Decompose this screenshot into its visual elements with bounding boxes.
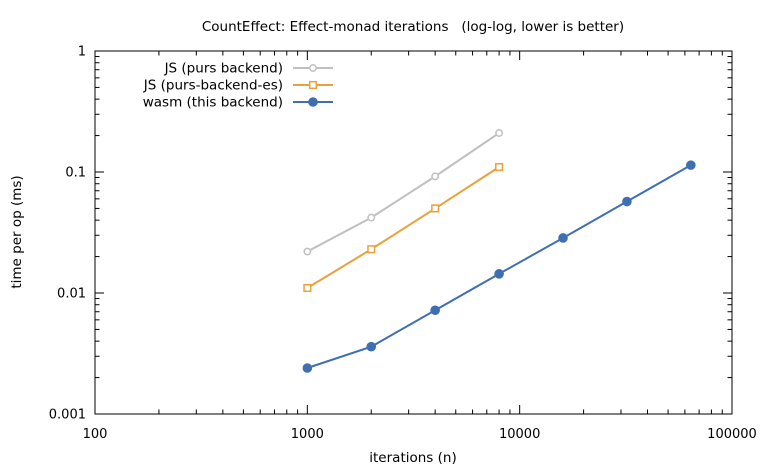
x-tick-label: 100000 (707, 427, 757, 442)
plot-frame (94, 50, 733, 415)
data-point (367, 245, 376, 254)
data-point (366, 341, 377, 352)
series-group (302, 129, 696, 373)
data-point (367, 213, 376, 222)
legend-marker (308, 80, 318, 90)
series-3 (302, 160, 696, 373)
data-point (495, 162, 504, 172)
chart-title: CountEffect: Effect-monad iterations (lo… (202, 19, 624, 35)
series-2 (303, 162, 504, 293)
legend-marker (308, 97, 318, 107)
tick-labels: 100 1000 10000 100000 0.001 0.01 0.1 1 (49, 45, 757, 443)
y-tick-label: 0.1 (65, 166, 86, 181)
legend: JS (purs backend)JS (purs-backend-es)was… (143, 61, 333, 111)
data-point (494, 269, 504, 279)
data-point (686, 160, 696, 170)
x-tick-label: 10000 (499, 427, 540, 442)
data-point (495, 129, 504, 137)
series-line (306, 132, 500, 253)
axis-ticks (94, 51, 732, 415)
x-tick-label: 1000 (291, 427, 324, 442)
data-point (303, 283, 312, 293)
data-point (430, 305, 440, 316)
legend-label: JS (purs-backend-es) (143, 78, 283, 94)
y-axis-label: time per op (ms) (9, 175, 25, 288)
data-point (302, 363, 313, 373)
data-point (431, 204, 440, 213)
x-axis-label: iterations (n) (369, 450, 456, 466)
series-1 (303, 129, 504, 256)
series-line (306, 166, 500, 289)
y-tick-label: 0.001 (49, 408, 86, 423)
data-point (558, 233, 568, 243)
y-tick-label: 1 (78, 45, 86, 60)
data-point (431, 172, 440, 181)
x-tick-label: 100 (83, 427, 108, 442)
legend-label: JS (purs backend) (164, 61, 283, 77)
data-point (622, 196, 632, 207)
data-point (303, 247, 312, 256)
y-tick-label: 0.01 (57, 287, 86, 302)
legend-label: wasm (this backend) (143, 95, 283, 111)
legend-marker (309, 64, 317, 72)
series-line (307, 164, 692, 369)
